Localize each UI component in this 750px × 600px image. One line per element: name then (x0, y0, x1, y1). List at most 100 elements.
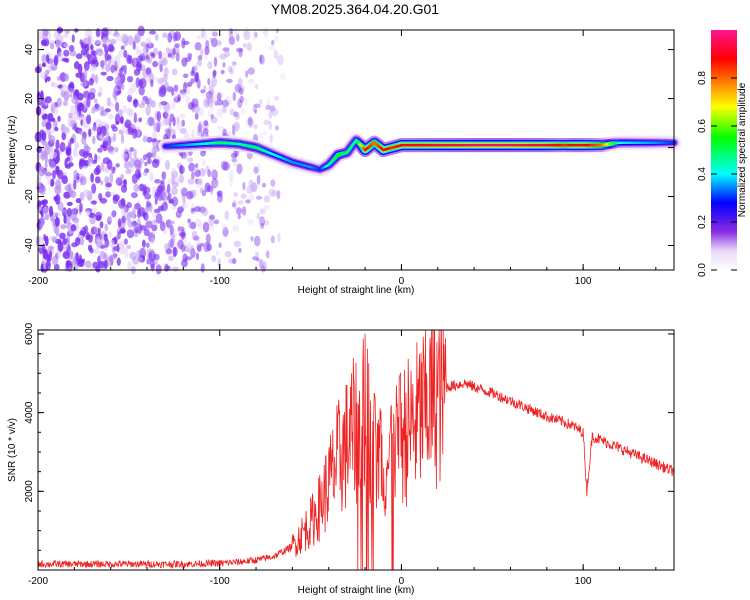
noise-blob (211, 28, 217, 36)
noise-blob (261, 266, 267, 272)
noise-blob (217, 190, 223, 198)
noise-blob (169, 220, 176, 225)
noise-blob (118, 199, 126, 209)
noise-blob (166, 87, 174, 93)
noise-blob (194, 65, 198, 71)
noise-blob (133, 184, 140, 193)
noise-blob (99, 197, 108, 204)
noise-blob (194, 169, 201, 178)
noise-blob (159, 221, 166, 232)
noise-blob (123, 160, 131, 170)
noise-blob (222, 47, 230, 52)
noise-blob (59, 141, 66, 153)
noise-blob (184, 256, 193, 261)
noise-blob (211, 31, 218, 37)
noise-blob (134, 203, 141, 210)
noise-blob (74, 237, 81, 246)
noise-blob (97, 147, 103, 153)
noise-blob (44, 235, 49, 247)
noise-blob (243, 30, 251, 41)
noise-blob (133, 112, 137, 124)
noise-blob (47, 180, 51, 185)
noise-blob (127, 87, 133, 98)
noise-blob (198, 168, 206, 177)
noise-blob (222, 128, 227, 136)
noise-blob (127, 261, 132, 271)
noise-blob (90, 207, 98, 214)
noise-blob (139, 225, 147, 231)
noise-blob (94, 119, 102, 128)
noise-blob (98, 260, 105, 269)
noise-blob (179, 128, 187, 134)
noise-blob (113, 55, 121, 67)
noise-blob (207, 169, 212, 178)
noise-blob (54, 216, 60, 227)
noise-blob (127, 126, 134, 136)
noise-blob (133, 68, 141, 76)
noise-blob (143, 134, 148, 142)
noise-blob (49, 250, 53, 261)
noise-blob (93, 248, 100, 255)
noise-blob (211, 255, 217, 262)
noise-blob (156, 185, 165, 194)
noise-blob (164, 106, 171, 118)
noise-blob (187, 52, 193, 60)
noise-blob (216, 125, 224, 130)
noise-blob (201, 189, 207, 197)
noise-blob (261, 182, 267, 188)
noise-blob (148, 232, 156, 243)
noise-blob (280, 73, 286, 81)
noise-blob (79, 39, 83, 46)
noise-blob (145, 54, 150, 60)
snr-y-label: SNR (10 * v/v) (7, 418, 18, 482)
noise-blob (61, 131, 67, 141)
noise-blob (90, 200, 97, 205)
noise-blob (254, 251, 260, 259)
noise-blob (187, 242, 192, 248)
noise-blob (75, 252, 79, 262)
noise-blob (161, 171, 167, 181)
noise-blob (263, 204, 271, 211)
noise-blob (193, 166, 200, 172)
noise-blob (107, 216, 113, 222)
noise-blob (88, 77, 94, 86)
noise-blob (40, 39, 48, 46)
noise-blob (130, 83, 137, 93)
noise-blob (61, 84, 69, 92)
noise-blob (89, 247, 94, 254)
noise-blob (129, 251, 137, 260)
noise-blob (40, 90, 44, 101)
noise-blob (242, 181, 246, 191)
noise-blob (176, 116, 180, 125)
noise-blob (102, 140, 108, 152)
noise-blob (132, 98, 139, 108)
noise-blob (232, 224, 240, 233)
noise-blob (105, 182, 112, 188)
noise-blob (126, 229, 134, 239)
noise-blob (188, 223, 192, 229)
noise-blob (84, 27, 93, 39)
noise-blob (112, 194, 120, 202)
noise-blob (97, 92, 102, 97)
noise-blob (101, 27, 109, 37)
noise-blob (237, 84, 245, 93)
noise-blob (94, 176, 101, 184)
noise-blob (154, 179, 161, 184)
noise-blob (61, 175, 68, 185)
noise-blob (168, 255, 174, 262)
noise-blob (46, 76, 51, 82)
noise-blob (221, 106, 227, 114)
noise-blob (195, 163, 199, 169)
noise-blob (142, 135, 148, 143)
noise-blob (94, 74, 99, 84)
noise-blob (199, 187, 204, 194)
noise-blob (55, 139, 60, 150)
noise-blob (182, 40, 190, 46)
noise-blob (217, 193, 223, 203)
noise-blob (146, 97, 153, 108)
noise-blob (232, 156, 238, 168)
noise-blob (156, 111, 162, 122)
noise-blob (234, 112, 240, 120)
noise-blob (137, 25, 145, 37)
noise-blob (128, 109, 135, 118)
